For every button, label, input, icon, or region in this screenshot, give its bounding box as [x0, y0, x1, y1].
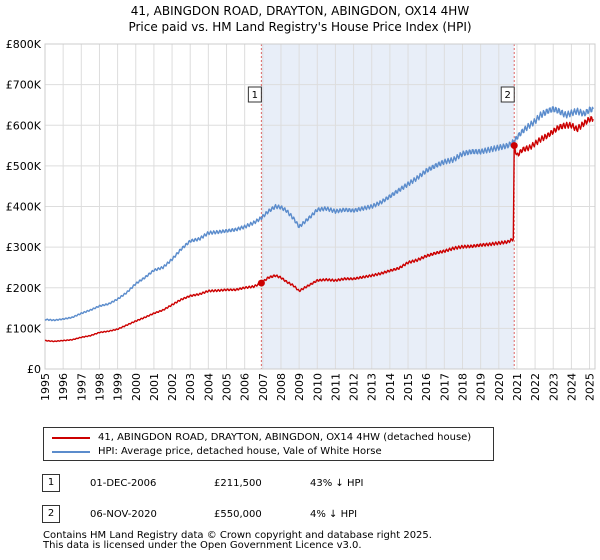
y-tick-label: £400K: [6, 201, 42, 214]
x-tick-label: 2012: [348, 373, 361, 401]
y-tick-label: £100K: [6, 322, 42, 335]
x-tick-label: 1999: [112, 373, 125, 401]
x-tick-label: 2019: [475, 373, 488, 401]
x-tick-label: 2005: [221, 373, 234, 401]
x-tick-label: 2010: [311, 373, 324, 401]
x-tick-label: 2020: [493, 373, 506, 401]
chart-title-block: 41, ABINGDON ROAD, DRAYTON, ABINGDON, OX…: [0, 3, 600, 35]
y-tick-label: £800K: [6, 38, 42, 51]
y-tick-label: £300K: [6, 241, 42, 254]
x-tick-label: 2022: [529, 373, 542, 401]
x-tick-label: 1998: [93, 373, 106, 401]
chart-subtitle: Price paid vs. HM Land Registry's House …: [128, 20, 472, 34]
property-price-line: [44, 115, 594, 343]
x-tick-label: 1997: [75, 373, 88, 401]
legend-label-hpi: HPI: Average price, detached house, Vale…: [98, 446, 382, 457]
sale-number-badge: 1: [42, 474, 60, 492]
x-tick-label: 2009: [293, 373, 306, 401]
x-tick-label: 2015: [402, 373, 415, 401]
y-tick-label: £500K: [6, 160, 42, 173]
legend-swatch-hpi: [52, 451, 90, 453]
plot-border: [44, 43, 596, 370]
hpi-line: [44, 106, 594, 322]
x-tick-label: 2021: [511, 373, 524, 401]
y-tick-label: £0: [27, 363, 41, 376]
x-tick-label: 2001: [148, 373, 161, 401]
sale-marker-label: 1: [252, 90, 258, 101]
sale-marker-label: 2: [505, 90, 511, 101]
footer: Contains HM Land Registry data © Crown c…: [43, 531, 432, 551]
sale-marker-box: [247, 86, 262, 103]
legend-swatch-property: [52, 437, 90, 439]
sale-point: [257, 279, 265, 287]
legend-label-property: 41, ABINGDON ROAD, DRAYTON, ABINGDON, OX…: [98, 432, 472, 443]
sale-hpi-diff: 43% ↓ HPI: [310, 478, 364, 489]
sale-date: 06-NOV-2020: [90, 509, 157, 520]
x-tick-label: 2003: [184, 373, 197, 401]
legend: 41, ABINGDON ROAD, DRAYTON, ABINGDON, OX…: [43, 427, 494, 461]
x-tick-label: 1995: [39, 373, 52, 401]
x-tick-label: 2024: [565, 373, 578, 401]
sale-hpi-diff: 4% ↓ HPI: [310, 509, 358, 520]
x-tick-label: 2006: [239, 373, 252, 401]
x-tick-label: 2025: [584, 373, 597, 401]
x-tick-label: 2013: [366, 373, 379, 401]
chart-area: £0 £100K £200K £300K £400K £500K £600K £700K £80…: [6, 38, 597, 401]
sale-price: £211,500: [214, 478, 262, 489]
sale-marker-box: [500, 86, 515, 103]
footer-licence: This data is licensed under the Open Gov…: [43, 540, 362, 551]
x-tick-label: 2023: [547, 373, 560, 401]
sale-point: [510, 142, 518, 150]
y-tick-label: £700K: [6, 79, 42, 92]
x-tick-label: 2008: [275, 373, 288, 401]
sale-number-badge: 2: [42, 505, 60, 523]
footer-copyright: Contains HM Land Registry data © Crown c…: [43, 530, 432, 541]
x-tick-label: 2017: [438, 373, 451, 401]
x-tick-label: 2014: [384, 373, 397, 401]
chart-title: 41, ABINGDON ROAD, DRAYTON, ABINGDON, OX…: [130, 4, 470, 18]
x-tick-label: 2016: [420, 373, 433, 401]
sale-date: 01-DEC-2006: [90, 478, 157, 489]
sale-price: £550,000: [214, 509, 262, 520]
x-tick-label: 2018: [456, 373, 469, 401]
x-tick-label: 2002: [166, 373, 179, 401]
x-tick-label: 2011: [329, 373, 342, 401]
y-tick-label: £600K: [6, 119, 42, 132]
x-tick-label: 2000: [130, 373, 143, 401]
y-tick-label: £200K: [6, 282, 42, 295]
x-tick-label: 1996: [57, 373, 70, 401]
x-tick-label: 2004: [202, 373, 215, 401]
x-tick-label: 2007: [257, 373, 270, 401]
